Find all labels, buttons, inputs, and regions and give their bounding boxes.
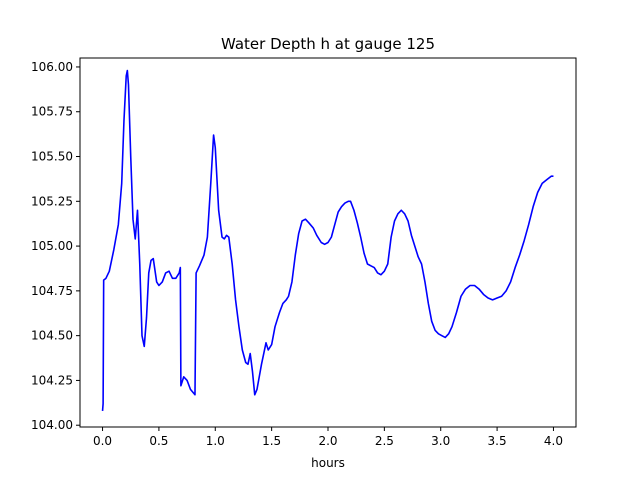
x-tick-label: 2.5	[375, 434, 394, 448]
y-tick-label: 105.25	[31, 194, 73, 208]
x-tick-label: 3.5	[488, 434, 507, 448]
y-tick-label: 104.75	[31, 284, 73, 298]
x-tick-label: 4.0	[544, 434, 563, 448]
plot-frame	[79, 57, 577, 428]
x-axis-ticks: 0.0 0.5 1.0 1.5 2.0 2.5 3.0 3.5 4.0	[93, 427, 563, 448]
y-tick-label: 106.00	[31, 60, 73, 74]
x-axis-label: hours	[311, 456, 345, 470]
x-tick-label: 1.5	[262, 434, 281, 448]
x-tick-label: 1.0	[206, 434, 225, 448]
x-tick-label: 0.5	[149, 434, 168, 448]
y-axis-ticks: 104.00 104.25 104.50 104.75 105.00 105.25 105.…	[31, 60, 80, 432]
x-tick-label: 2.0	[318, 434, 337, 448]
y-tick-label: 104.50	[31, 329, 73, 343]
y-tick-label: 104.25	[31, 373, 73, 387]
y-tick-label: 105.50	[31, 150, 73, 164]
y-tick-label: 105.00	[31, 239, 73, 253]
series-line	[101, 69, 554, 411]
y-tick-label: 105.75	[31, 105, 73, 119]
chart-title: Water Depth h at gauge 125	[221, 35, 435, 53]
x-tick-label: 0.0	[93, 434, 112, 448]
x-tick-label: 3.0	[431, 434, 450, 448]
y-tick-label: 104.00	[31, 418, 73, 432]
